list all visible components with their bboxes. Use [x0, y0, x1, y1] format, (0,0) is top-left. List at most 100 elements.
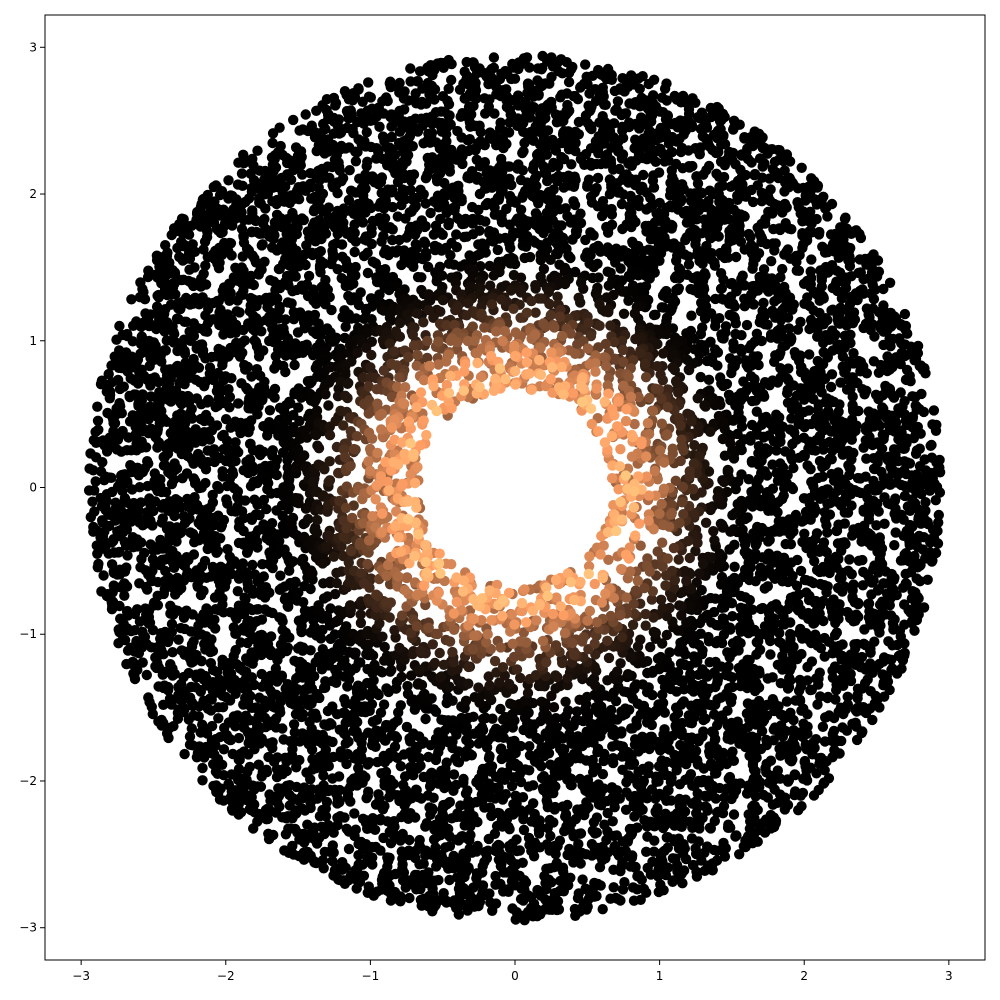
- scatter-point: [773, 172, 784, 184]
- scatter-point: [318, 780, 329, 791]
- scatter-point: [533, 90, 544, 101]
- scatter-point: [317, 855, 329, 866]
- scatter-point: [410, 784, 422, 795]
- scatter-point: [575, 82, 586, 93]
- scatter-point: [218, 770, 229, 781]
- scatter-point: [869, 463, 880, 475]
- scatter-point: [798, 278, 810, 289]
- scatter-point: [634, 83, 645, 95]
- scatter-point: [104, 389, 116, 401]
- scatter-point: [668, 875, 679, 886]
- scatter-point: [93, 558, 104, 570]
- scatter-point: [573, 116, 585, 128]
- scatter-point: [92, 401, 103, 412]
- scatter-point: [777, 207, 788, 218]
- scatter-point: [197, 762, 208, 774]
- scatter-point: [628, 895, 640, 906]
- scatter-point: [865, 686, 876, 697]
- scatter-point: [186, 723, 197, 734]
- scatter-point: [779, 804, 791, 815]
- scatter-point: [828, 725, 840, 737]
- scatter-point: [798, 718, 809, 729]
- scatter-point: [316, 233, 327, 245]
- scatter-point: [692, 112, 704, 123]
- scatter-point: [785, 253, 796, 264]
- scatter-point: [438, 62, 449, 73]
- scatter-point: [694, 149, 705, 160]
- scatter-point: [227, 220, 238, 231]
- scatter-point: [114, 320, 125, 332]
- scatter-point: [769, 296, 780, 307]
- scatter-point: [202, 326, 213, 337]
- scatter-point: [267, 737, 278, 748]
- scatter-point: [214, 210, 226, 221]
- scatter-points: [83, 50, 946, 926]
- scatter-point: [142, 456, 153, 467]
- scatter-point: [857, 580, 869, 591]
- scatter-point: [806, 173, 817, 184]
- scatter-point: [661, 832, 672, 843]
- scatter-point: [524, 62, 535, 73]
- scatter-point: [252, 145, 263, 156]
- scatter-point: [144, 617, 156, 628]
- scatter-point: [820, 712, 831, 723]
- scatter-point: [592, 878, 604, 890]
- scatter-point: [488, 52, 500, 63]
- scatter-point: [507, 903, 518, 914]
- scatter-point: [910, 429, 921, 440]
- scatter-point: [513, 63, 524, 75]
- scatter-point: [930, 495, 941, 506]
- scatter-point: [370, 841, 381, 853]
- scatter-point: [213, 713, 224, 724]
- scatter-point: [363, 77, 374, 88]
- scatter-point: [586, 123, 597, 135]
- scatter-point: [819, 247, 831, 258]
- scatter-point: [177, 702, 189, 713]
- scatter-point: [93, 424, 104, 435]
- scatter-point: [556, 116, 567, 127]
- scatter-point: [254, 228, 265, 239]
- scatter-point: [608, 882, 619, 893]
- scatter-point: [333, 771, 345, 782]
- scatter-point: [595, 158, 607, 170]
- scatter-point: [844, 554, 855, 565]
- scatter-point: [528, 798, 539, 809]
- scatter-point: [626, 160, 637, 171]
- scatter-point: [193, 711, 204, 722]
- scatter-point: [198, 585, 209, 597]
- scatter-point: [862, 425, 873, 437]
- scatter-point: [569, 903, 581, 915]
- scatter-point: [829, 744, 840, 756]
- scatter-point: [819, 777, 830, 788]
- scatter-point: [213, 263, 225, 274]
- scatter-point: [758, 142, 770, 153]
- scatter-point: [818, 347, 829, 358]
- scatter-point: [858, 566, 869, 578]
- scatter-point: [517, 165, 528, 176]
- scatter-point: [137, 389, 148, 401]
- scatter-point: [98, 570, 109, 581]
- scatter-point: [141, 669, 152, 681]
- scatter-point: [844, 260, 856, 272]
- scatter-point: [835, 377, 846, 388]
- scatter-point: [774, 145, 785, 156]
- scatter-point: [702, 791, 713, 802]
- scatter-point: [633, 870, 645, 881]
- scatter-point: [713, 171, 725, 182]
- scatter-point: [848, 524, 859, 535]
- scatter-point: [291, 229, 302, 240]
- scatter-point: [189, 246, 201, 257]
- scatter-point: [139, 294, 151, 305]
- scatter-point: [806, 656, 818, 667]
- scatter-point: [848, 579, 859, 590]
- scatter-point: [796, 162, 807, 173]
- scatter-point: [315, 127, 327, 139]
- scatter-point: [914, 461, 926, 472]
- scatter-point: [641, 846, 652, 857]
- scatter-point: [862, 674, 873, 685]
- scatter-point: [97, 457, 108, 468]
- scatter-point: [153, 292, 164, 303]
- scatter-point: [209, 749, 220, 760]
- scatter-point: [719, 160, 730, 171]
- scatter-point: [808, 790, 820, 801]
